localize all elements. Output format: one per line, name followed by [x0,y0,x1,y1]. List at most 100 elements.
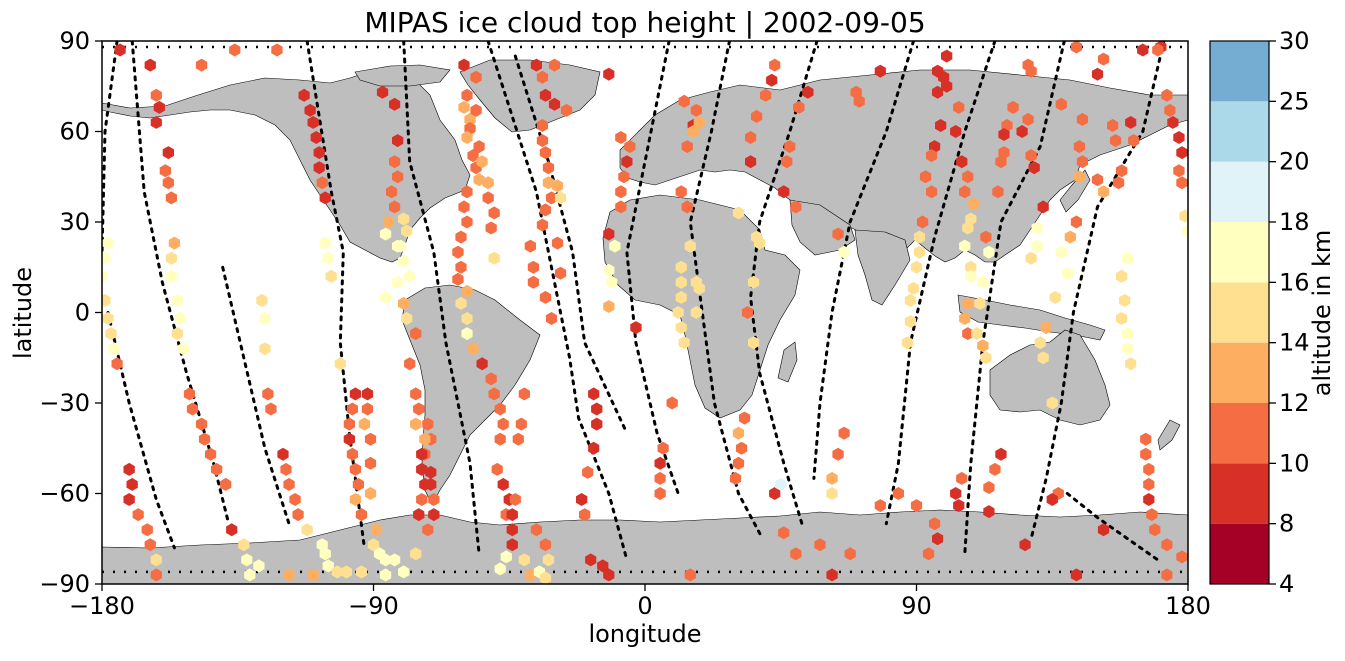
cloud-top-marker [992,185,1004,199]
cloud-top-marker [838,245,850,259]
cloud-top-marker [560,103,573,117]
cloud-top-marker [346,402,358,416]
cloud-top-marker [361,387,374,401]
cloud-top-marker [455,260,467,274]
cloud-top-marker [603,227,615,241]
cloud-top-marker [1097,185,1110,199]
cloud-top-marker [916,215,929,229]
cloud-top-marker [1143,477,1155,491]
cloud-top-marker [488,206,500,220]
colorbar-tick-label: 20 [1279,148,1310,176]
cloud-top-marker [995,155,1007,169]
cloud-top-marker [313,146,325,160]
cloud-top-marker [277,447,289,461]
cloud-top-marker [461,185,473,199]
cloud-top-marker [913,230,926,244]
cloud-top-marker [452,272,464,286]
cloud-top-marker [509,493,521,506]
cloud-top-marker [919,170,932,184]
cloud-top-marker [784,140,796,154]
cloud-top-marker [398,212,410,226]
cloud-top-marker [488,387,500,401]
cloud-top-marker [1061,266,1073,280]
orbit-track [749,41,819,526]
cloud-top-marker [1046,396,1058,410]
cloud-top-marker [1025,251,1037,265]
colorbar-tick-label: 10 [1279,449,1310,477]
cloud-top-marker [310,131,322,144]
cloud-top-marker [458,100,470,114]
cloud-top-marker [470,70,482,84]
cloud-top-marker [775,477,787,491]
cloud-top-marker [1091,173,1104,187]
cloud-top-marker [340,565,352,579]
chart-title: MIPAS ice cloud top height | 2002-09-05 [364,6,925,39]
cloud-top-marker [1076,112,1088,126]
cloud-top-marker [467,342,479,356]
cloud-top-marker [539,538,552,552]
cloud-top-marker [1031,221,1043,235]
orbit-track [884,41,997,526]
cloud-top-marker [953,100,965,114]
cloud-top-marker [684,239,696,253]
cloud-top-marker [874,499,886,513]
cloud-top-marker [1176,176,1188,190]
cloud-top-marker [980,230,992,244]
cloud-top-marker [1116,164,1128,178]
colorbar-tick-label: 8 [1279,510,1294,538]
cloud-top-marker [198,432,211,446]
cloud-top-marker [941,79,953,93]
cloud-top-marker [473,173,485,187]
cloud-top-marker [675,275,687,289]
colorbar-frame [1209,40,1270,585]
cloud-top-marker [932,85,944,99]
colorbar-tick-label: 30 [1279,27,1310,55]
cloud-top-marker [259,342,271,356]
cloud-top-marker [690,306,702,319]
cloud-top-marker [280,462,292,476]
cloud-top-marker [494,402,506,416]
cloud-top-marker [968,197,980,211]
cloud-top-marker [349,493,361,506]
cloud-top-marker [343,432,355,446]
cloud-top-marker [1146,508,1158,522]
cloud-top-marker [226,523,238,537]
cloud-top-marker [392,134,404,148]
cloud-top-marker [932,532,944,546]
cloud-top-marker [259,312,271,325]
cloud-top-marker [910,260,923,274]
colorbar-tick-label: 18 [1279,208,1310,236]
cloud-top-marker [376,85,389,99]
cloud-top-marker [256,293,268,307]
cloud-top-marker [1173,131,1185,144]
cloud-top-marker [591,402,603,416]
cloud-top-marker [494,432,506,446]
cloud-top-marker [745,131,757,144]
cloud-top-marker [132,508,144,522]
orbit-track [106,311,176,550]
cloud-top-marker [307,568,319,582]
cloud-top-marker [108,342,120,356]
cloud-top-marker [205,447,217,461]
cloud-top-marker [319,191,331,205]
cloud-top-marker [452,245,464,259]
cloud-top-marker [989,462,1001,476]
cloud-top-marker [325,269,337,283]
cloud-top-marker [554,191,567,205]
cloud-top-marker [904,293,917,307]
cloud-top-marker [874,64,886,78]
cloud-top-marker [395,239,407,253]
cloud-top-marker [732,426,745,440]
cloud-top-marker [404,269,416,283]
colorbar-tick-label: 16 [1279,268,1310,296]
cloud-top-marker [615,200,627,214]
cloud-top-marker [654,456,666,470]
cloud-top-marker [618,170,630,184]
cloud-top-marker [102,293,111,307]
cloud-top-marker [826,568,838,582]
cloud-top-marker [675,185,687,199]
cloud-top-marker [678,94,690,108]
cloud-top-marker [159,164,171,178]
cloud-top-marker [536,218,549,232]
